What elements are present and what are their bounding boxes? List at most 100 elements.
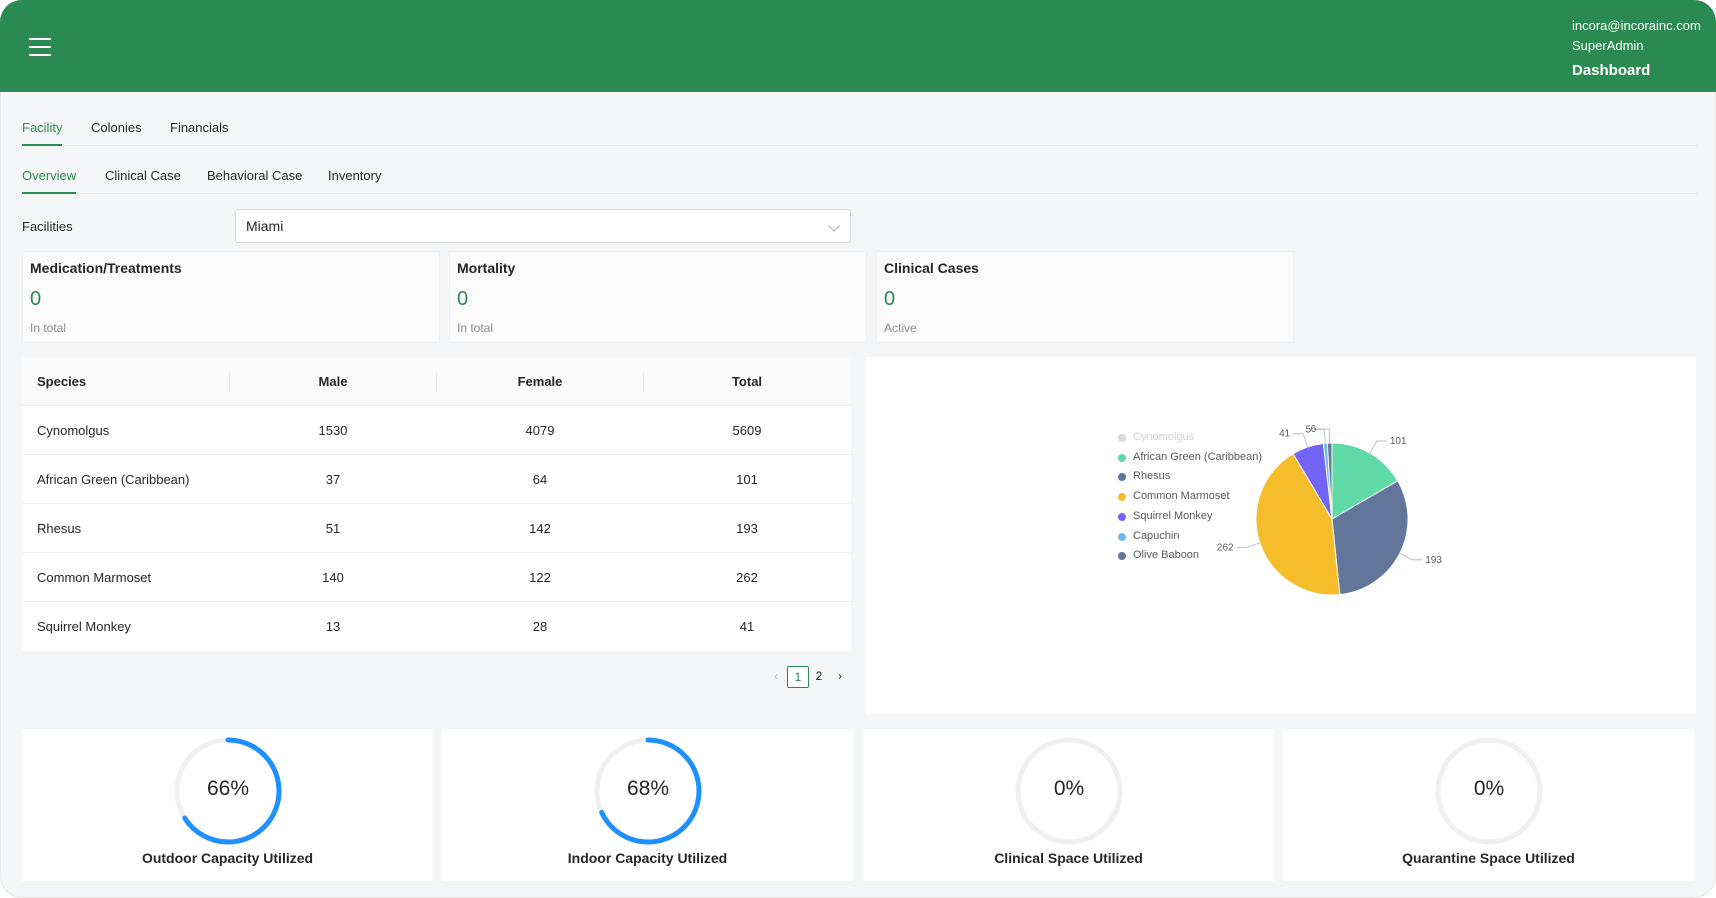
outdoor-percent: 66%	[206, 777, 250, 800]
user-info: incora@incorainc.com SuperAdmin Dashboar…	[1572, 16, 1701, 81]
legend-marker[interactable]	[1118, 532, 1126, 541]
legend-marker[interactable]	[1118, 473, 1126, 482]
table-row[interactable]: Cynomolgus 1530 4079 5609	[22, 406, 851, 455]
cell-female: 28	[532, 619, 548, 634]
pie-data-label: 262	[1217, 542, 1234, 553]
pie-data-label: 6	[1311, 424, 1317, 435]
column-header-male: Male	[318, 374, 348, 389]
facilities-label: Facilities	[22, 219, 73, 234]
pagination-page-2[interactable]: 2	[815, 669, 823, 683]
user-role: SuperAdmin	[1572, 38, 1644, 53]
quarantine-progress-ring	[1435, 737, 1543, 845]
progress-arc	[594, 737, 702, 845]
indoor-percent: 68%	[626, 777, 670, 800]
hamburger-menu-icon[interactable]	[29, 38, 51, 56]
indoor-progress-ring	[594, 737, 702, 845]
tab-behavioral-case[interactable]: Behavioral Case	[207, 168, 303, 183]
legend-item[interactable]: Cynomolgus	[1133, 431, 1195, 443]
pagination-next-icon[interactable]: ›	[838, 669, 842, 683]
tab-colonies[interactable]: Colonies	[91, 120, 142, 135]
progress-arc	[174, 737, 282, 845]
cell-total: 101	[736, 472, 758, 487]
legend-item[interactable]: Squirrel Monkey	[1133, 509, 1213, 522]
legend-item[interactable]: Rhesus	[1133, 470, 1171, 483]
pie-label-leader	[1236, 542, 1261, 548]
dashboard-link[interactable]: Dashboard	[1572, 62, 1651, 79]
stat-subtitle: In total	[457, 321, 494, 335]
legend-item[interactable]: Olive Baboon	[1133, 549, 1200, 562]
cell-female: 142	[529, 521, 551, 536]
pie-label-leader	[1399, 552, 1423, 561]
indoor-capacity-label: Indoor Capacity Utilized	[567, 850, 728, 866]
pagination-prev-icon[interactable]: ‹	[774, 669, 778, 683]
legend-marker[interactable]	[1118, 512, 1126, 521]
cell-species: Rhesus	[37, 521, 82, 536]
pie-slice[interactable]	[1331, 480, 1409, 596]
clinical-space-label: Clinical Space Utilized	[994, 850, 1143, 866]
chevron-down-icon	[828, 220, 840, 232]
stat-subtitle: In total	[30, 321, 67, 335]
stat-title: Clinical Cases	[884, 260, 979, 276]
cell-total: 193	[736, 521, 758, 536]
legend-marker[interactable]	[1118, 453, 1126, 462]
pie-data-label: 101	[1390, 436, 1407, 447]
capacity-card-clinical: 0% Clinical Space Utilized	[863, 729, 1274, 881]
clinical-percent: 0%	[1053, 777, 1085, 800]
species-table: Species Male Female Total Cynomolgus 153…	[22, 357, 851, 651]
column-header-total: Total	[731, 374, 763, 389]
stat-card-clinical-cases: Clinical Cases 0 Active	[876, 251, 1294, 343]
cell-species: African Green (Caribbean)	[37, 472, 190, 487]
pie-data-label: 5	[1306, 424, 1312, 435]
cell-female: 4079	[525, 423, 555, 438]
pie-label-leader	[1293, 433, 1309, 448]
legend-item[interactable]: Common Marmoset	[1133, 490, 1230, 503]
stat-card-medication: Medication/Treatments 0 In total	[22, 251, 440, 343]
table-row[interactable]: African Green (Caribbean) 37 64 101	[22, 455, 851, 504]
top-header: incora@incorainc.com SuperAdmin Dashboar…	[0, 0, 1716, 92]
tab-clinical-case[interactable]: Clinical Case	[105, 168, 181, 183]
outdoor-progress-ring	[174, 737, 282, 845]
legend-marker[interactable]	[1118, 552, 1126, 561]
legend-marker[interactable]	[1118, 493, 1126, 502]
pagination-page-1[interactable]: 1	[787, 666, 809, 688]
tab-overview[interactable]: Overview	[22, 168, 77, 194]
facility-select-value: Miami	[246, 218, 284, 234]
column-header-species: Species	[37, 374, 87, 389]
stat-value: 0	[457, 288, 469, 310]
outdoor-capacity-label: Outdoor Capacity Utilized	[141, 850, 314, 866]
table-row[interactable]: Squirrel Monkey 13 28 41	[22, 602, 851, 651]
table-row[interactable]: Common Marmoset 140 122 262	[22, 553, 851, 602]
pie-slice[interactable]	[1331, 442, 1399, 520]
capacity-card-indoor: 68% Indoor Capacity Utilized	[442, 729, 853, 881]
tab-financials[interactable]: Financials	[170, 120, 229, 135]
pie-label-leader	[1319, 428, 1331, 444]
legend-marker[interactable]	[1118, 434, 1126, 442]
cell-species: Squirrel Monkey	[37, 619, 131, 634]
cell-species: Cynomolgus	[37, 423, 110, 438]
cell-female: 64	[532, 472, 548, 487]
capacity-card-outdoor: 66% Outdoor Capacity Utilized	[22, 729, 433, 881]
stat-title: Medication/Treatments	[30, 260, 182, 276]
cell-total: 5609	[732, 423, 762, 438]
primary-tabs: Facility Colonies Financials	[22, 118, 1698, 146]
pie-data-label: 193	[1425, 555, 1442, 566]
facility-select[interactable]: Miami	[235, 209, 851, 243]
tab-inventory[interactable]: Inventory	[328, 168, 382, 183]
stat-value: 0	[30, 288, 42, 310]
table-header: Species Male Female Total	[22, 357, 851, 406]
species-pie-chart: 101 193 262 41 5 6	[1217, 424, 1442, 596]
cell-total: 262	[736, 570, 758, 585]
table-row[interactable]: Rhesus 51 142 193	[22, 504, 851, 553]
legend-item[interactable]: African Green (Caribbean)	[1133, 450, 1263, 463]
capacity-card-quarantine: 0% Quarantine Space Utilized	[1283, 729, 1694, 881]
tab-facility[interactable]: Facility	[22, 120, 63, 146]
cell-male: 140	[322, 570, 344, 585]
legend-item[interactable]: Capuchin	[1133, 529, 1180, 542]
stat-title: Mortality	[457, 260, 516, 276]
species-pie-chart-panel: Cynomolgus African Green (Caribbean) Rhesu…	[866, 357, 1696, 714]
clinical-progress-ring	[1015, 737, 1123, 845]
quarantine-space-label: Quarantine Space Utilized	[1402, 850, 1575, 866]
pie-slice[interactable]	[1255, 453, 1341, 596]
stat-card-mortality: Mortality 0 In total	[449, 251, 867, 343]
